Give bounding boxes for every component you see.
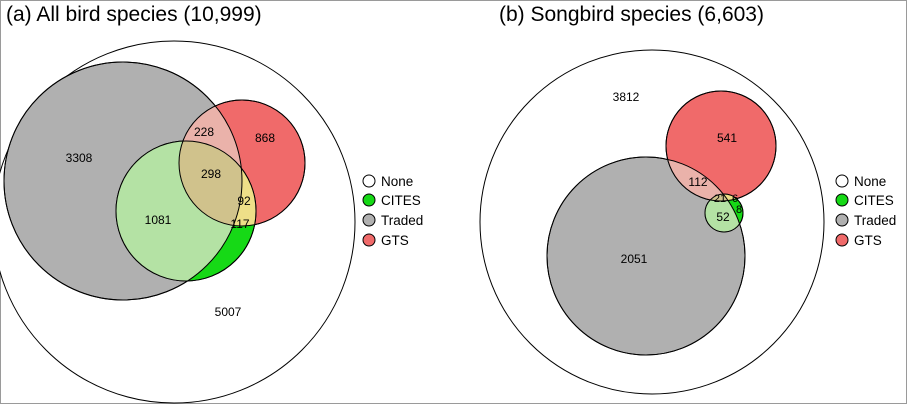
panel-a-count-cites-only: 117 (230, 217, 249, 231)
legend-swatch-cites (362, 193, 376, 207)
panel-b-count-cites-only: 8 (736, 204, 742, 216)
panel-b-traded-outline (546, 156, 746, 356)
panel-a-cites-outline (115, 140, 257, 282)
panel-a-legend: None CITES Traded GTS (362, 174, 423, 248)
legend-swatch-cites (835, 193, 849, 207)
panel-a-count-all-three: 298 (201, 167, 221, 181)
panel-a-legend-traded: Traded (381, 213, 423, 228)
panel-b-count-gts-cites: 6 (732, 193, 738, 205)
panel-a-gts-outline (178, 99, 306, 227)
panel-a-legend-none: None (381, 174, 413, 189)
panel-b-legend-cites: CITES (854, 193, 894, 208)
panel-a-count-traded-cites: 1081 (145, 213, 172, 227)
panel-b-legend: None CITES Traded GTS (835, 174, 896, 248)
panel-b-gts-outline (665, 90, 777, 202)
panel-a-count-none: 5007 (215, 305, 242, 319)
panel-b-legend-gts: GTS (854, 233, 882, 248)
legend-swatch-traded (362, 213, 376, 227)
panel-b-count-none: 3812 (613, 90, 640, 104)
legend-swatch-gts (362, 233, 376, 247)
panel-b-title: (b) Songbird species (6,603) (499, 3, 764, 26)
panel-b-cites-outline (704, 193, 744, 233)
panel-a-legend-cites: CITES (381, 193, 421, 208)
panel-a-count-gts-only: 868 (255, 131, 275, 145)
legend-swatch-gts (835, 233, 849, 247)
panel-b-count-gts-only: 541 (717, 131, 737, 145)
panel-a-traded-outline (3, 61, 243, 301)
panel-a-count-traded-gts: 228 (194, 125, 214, 139)
panel-b-legend-traded: Traded (854, 213, 896, 228)
legend-swatch-none (362, 174, 376, 188)
legend-swatch-traded (835, 213, 849, 227)
panel-a: (a) All bird species (10,999) 3308 228 8… (0, 3, 423, 404)
legend-swatch-none (835, 174, 849, 188)
panel-a-count-gts-cites: 92 (237, 194, 251, 208)
panel-b-count-traded-only: 2051 (621, 252, 648, 266)
panel-a-title: (a) All bird species (10,999) (6, 3, 262, 26)
panel-a-legend-gts: GTS (381, 233, 409, 248)
panel-b-count-traded-cites: 52 (716, 210, 730, 224)
panel-b: (b) Songbird species (6,603) 3812 541 11… (479, 3, 896, 395)
panel-b-legend-none: None (854, 174, 886, 189)
panel-b-count-traded-gts: 112 (688, 175, 707, 189)
panel-a-count-traded-only: 3308 (66, 151, 93, 165)
panel-b-count-all-three: 21 (714, 193, 726, 205)
